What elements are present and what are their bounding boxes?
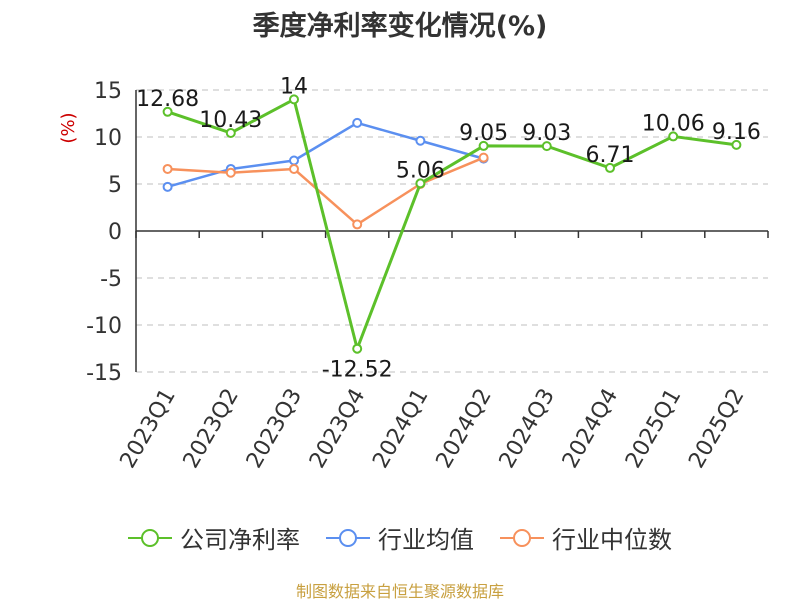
data-point[interactable] [162,106,173,117]
data-point[interactable] [478,152,489,163]
data-point[interactable] [225,127,236,138]
legend-label: 公司净利率 [180,526,300,554]
data-label: 5.06 [396,158,445,183]
x-tick-label: 2024Q4 [558,385,623,473]
data-label: 9.16 [712,120,761,145]
x-tick-label: 2023Q1 [115,385,180,473]
y-tick-label: 10 [94,126,122,151]
chart-title: 季度净利率变化情况(%) [252,11,548,42]
x-tick-label: 2024Q3 [495,385,560,473]
y-tick-label: 15 [94,79,122,104]
data-label: 10.06 [642,111,705,136]
source-note: 制图数据来自恒生聚源数据库 [295,582,504,601]
legend-label: 行业均值 [378,526,474,554]
y-axis-label: (%) [58,112,79,143]
data-label: 9.03 [522,121,571,146]
legend-item-industry-median[interactable]: 行业中位数 [500,520,672,555]
x-tick-label: 2023Q4 [305,385,370,473]
data-point[interactable] [225,167,236,178]
data-point[interactable] [668,131,679,142]
x-tick-label: 2024Q2 [431,384,496,472]
data-label: 9.05 [459,121,508,146]
data-point[interactable] [289,94,299,105]
x-tick-label: 2025Q1 [621,385,686,473]
data-label: -12.52 [322,358,393,383]
series [162,94,742,354]
data-point[interactable] [415,135,426,146]
data-point[interactable] [162,163,173,174]
series-line [167,97,737,351]
legend-item-industry-mean[interactable]: 行业均值 [326,520,474,555]
data-point[interactable] [731,139,742,150]
data-point[interactable] [289,155,299,166]
data-point[interactable] [415,178,426,189]
data-label: 10.43 [199,108,262,133]
data-label: 6.71 [586,143,635,168]
data-point[interactable] [352,343,363,354]
x-tick-label: 2023Q2 [179,385,244,473]
y-tick-label: 5 [108,173,122,198]
legend-label: 行业中位数 [552,526,672,554]
x-tick-label: 2024Q1 [368,385,433,473]
legend-marker-icon [326,528,370,547]
data-point[interactable] [605,162,615,173]
y-tick-label: -10 [86,314,122,339]
x-tick-label: 2023Q3 [242,385,307,473]
x-tick-label: 2025Q2 [684,385,749,473]
data-point[interactable] [289,163,299,174]
legend-marker-icon [128,528,172,547]
data-point[interactable] [162,181,173,192]
data-point[interactable] [352,219,363,230]
legend: 公司净利率 行业均值 行业中位数 [0,520,800,555]
data-point[interactable] [352,117,363,128]
axes: 151050-5-10-152023Q12023Q22023Q32023Q420… [86,79,769,473]
y-tick-label: -15 [86,361,122,386]
data-label: 12.68 [136,87,199,112]
legend-marker-icon [500,528,544,547]
legend-item-company-net-margin[interactable]: 公司净利率 [128,520,300,555]
data-point[interactable] [541,141,552,152]
y-tick-label: 0 [108,220,122,245]
y-tick-label: -5 [100,267,122,292]
data-label: 14 [280,74,308,99]
data-point[interactable] [478,140,489,151]
series-line [167,156,485,226]
